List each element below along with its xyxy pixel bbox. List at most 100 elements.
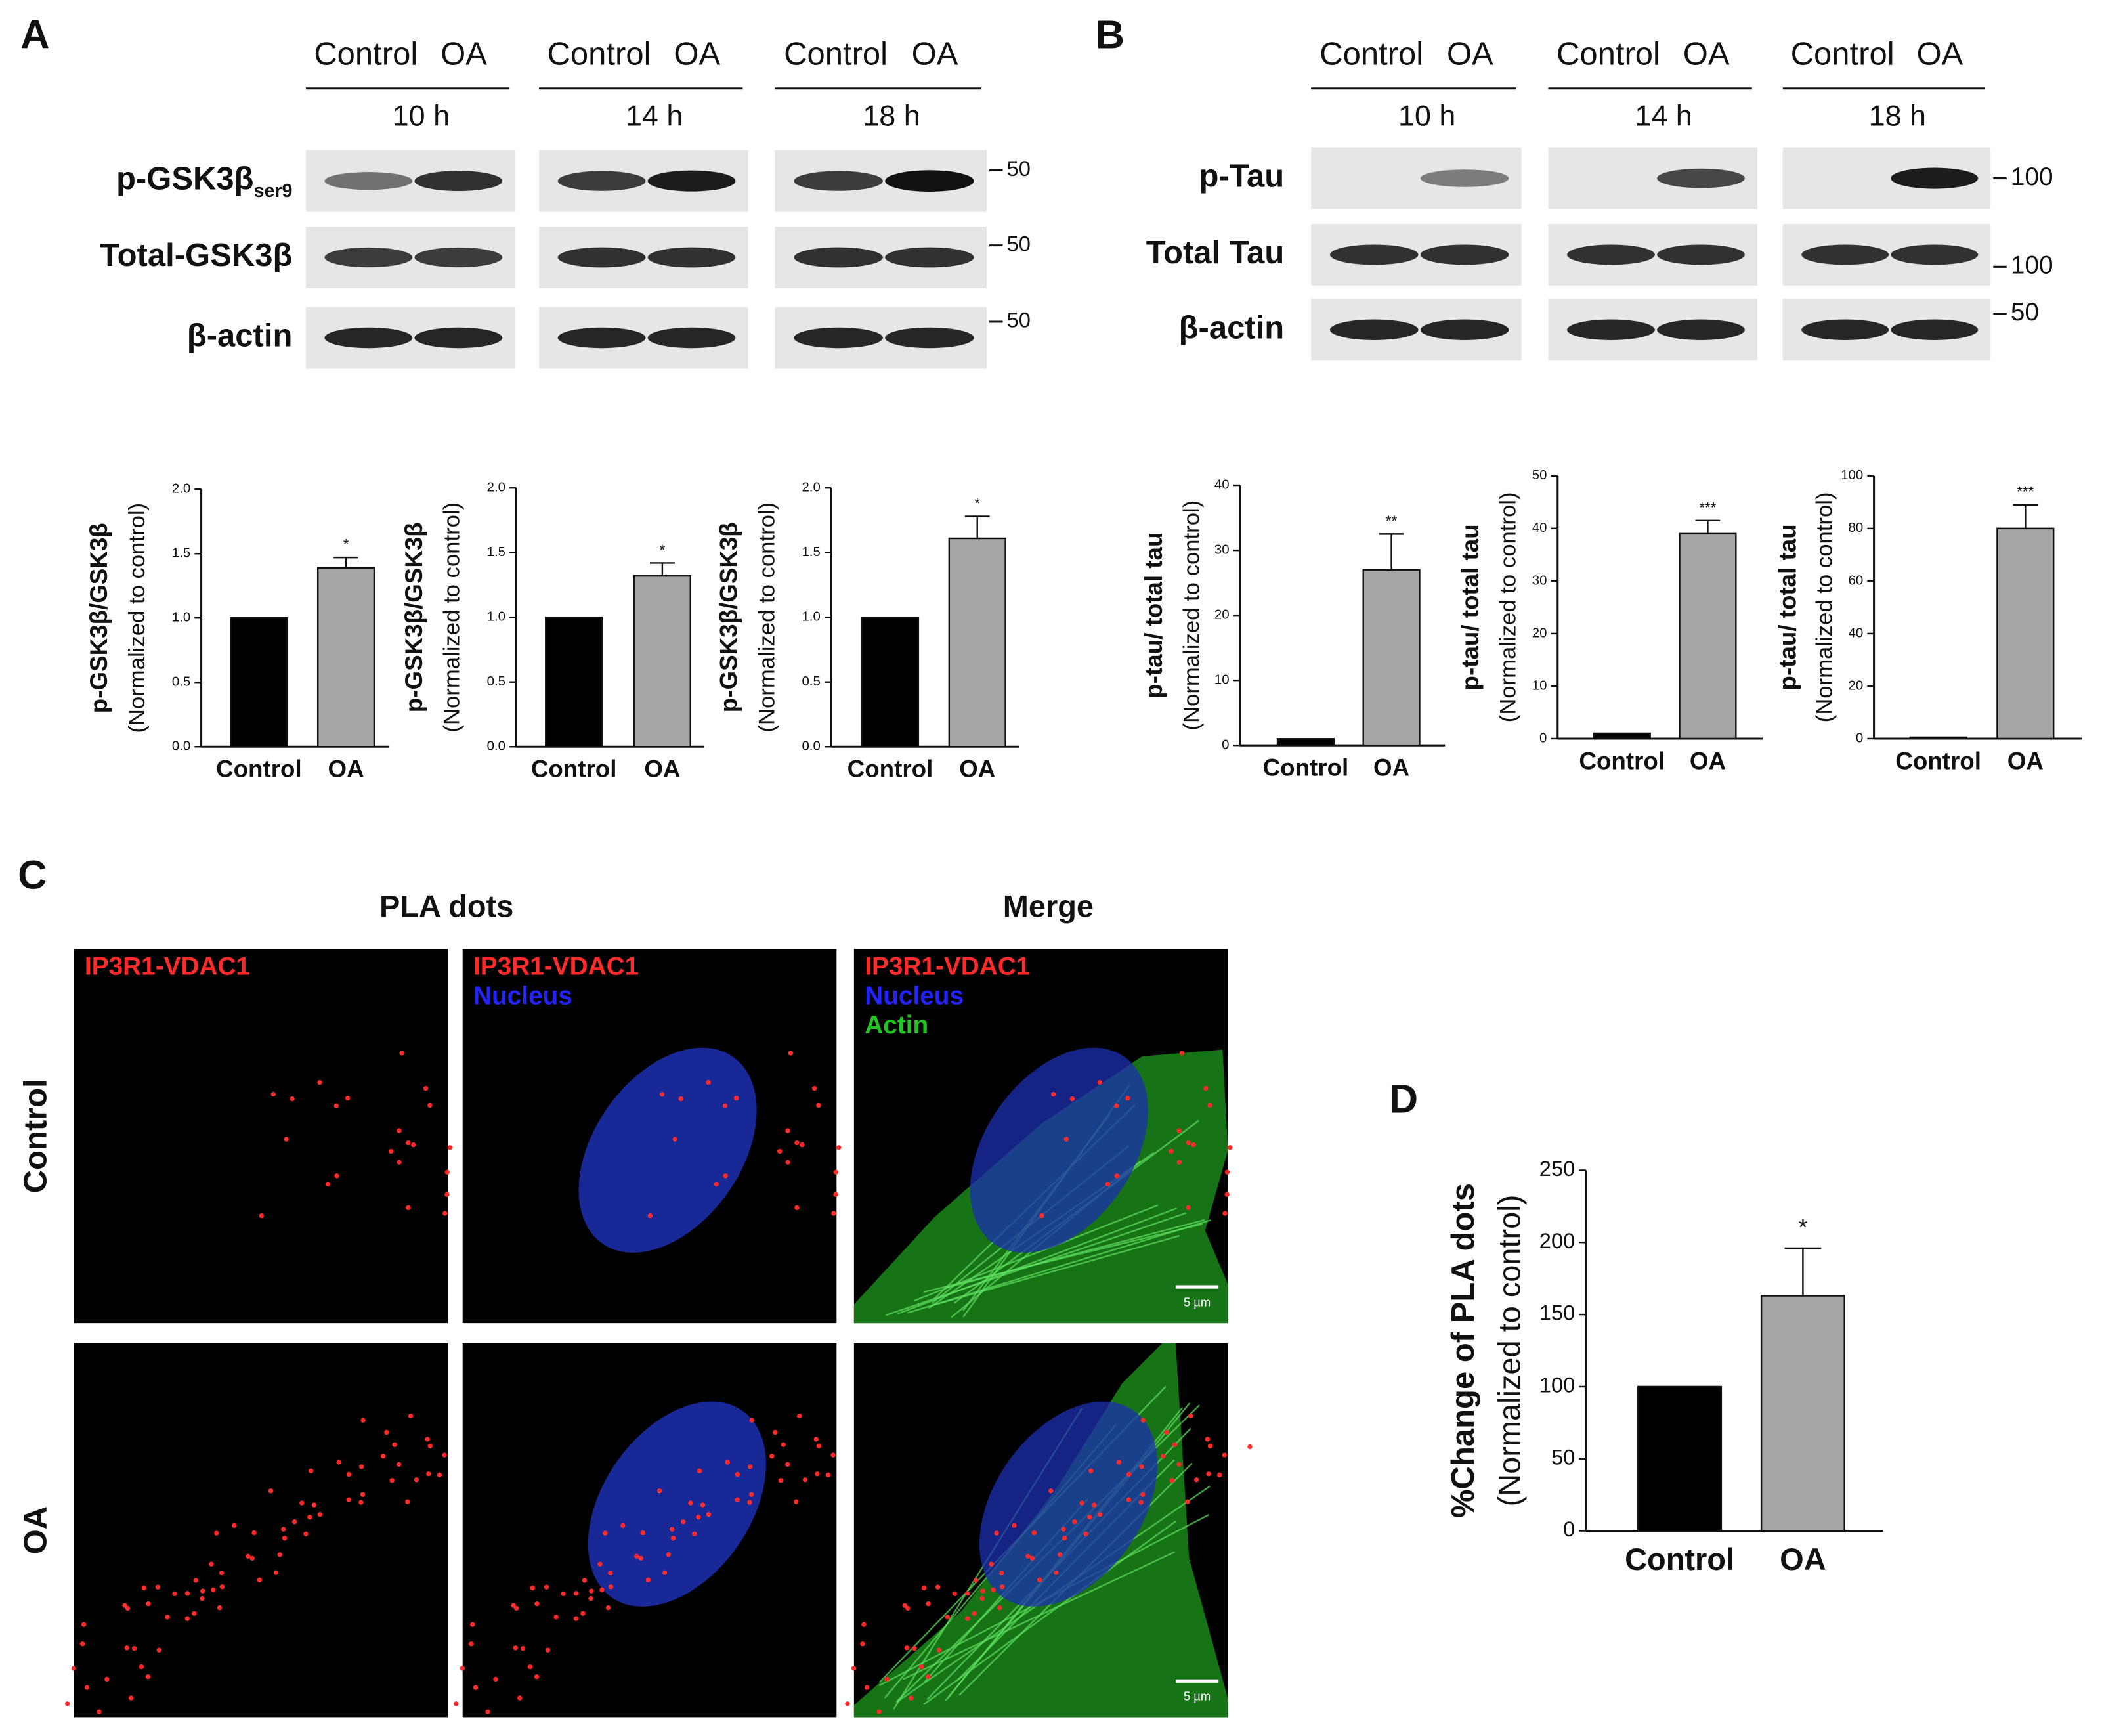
lane-label: Control — [1791, 37, 1895, 72]
pla-dot — [284, 1137, 289, 1142]
lane-label: Control — [547, 37, 651, 72]
pla-dot — [1105, 1181, 1111, 1187]
pla-dot — [620, 1523, 626, 1529]
pla-dot — [427, 1443, 433, 1449]
x-tick-label: OA — [1373, 754, 1409, 781]
y-axis-sublabel: (Normalized to control) — [754, 502, 779, 733]
pla-dot — [1050, 1091, 1056, 1097]
pla-dot — [700, 1502, 706, 1508]
pla-dot — [273, 1570, 279, 1575]
pla-dot — [965, 1591, 970, 1596]
pla-dot — [706, 1512, 712, 1517]
pla-dot — [389, 1478, 395, 1483]
y-tick-label: 100 — [1539, 1373, 1576, 1397]
pla-dot — [1088, 1468, 1094, 1473]
pla-dot — [1061, 1527, 1066, 1532]
pla-dot — [1222, 1211, 1228, 1216]
blot-band — [794, 171, 883, 191]
pla-dot — [884, 1676, 890, 1682]
pla-dot — [308, 1468, 314, 1473]
bar — [316, 567, 375, 748]
pla-dot — [1207, 1443, 1213, 1449]
pla-dot — [1092, 1502, 1097, 1508]
pla-dot — [1139, 1464, 1144, 1469]
x-tick-label: Control — [1625, 1542, 1734, 1576]
pla-dot — [781, 1442, 786, 1447]
pla-dot — [470, 1622, 475, 1627]
lane-label: Control — [1319, 37, 1423, 72]
pla-dot — [902, 1603, 908, 1608]
pla-dot — [706, 1079, 711, 1085]
error-bar — [2013, 504, 2038, 529]
pla-dot — [666, 1552, 672, 1557]
pla-dot — [735, 1497, 740, 1502]
pla-dot — [645, 1577, 651, 1583]
row-label-main: p-GSK3β — [116, 162, 254, 197]
pla-dot — [165, 1615, 170, 1620]
pla-dot — [1169, 1478, 1175, 1483]
pla-dot — [1185, 1499, 1190, 1504]
pla-dot — [972, 1611, 977, 1616]
pla-dot — [128, 1695, 134, 1701]
pla-dot — [816, 1443, 822, 1449]
y-axis-label: p-tau/ total tau — [1140, 532, 1167, 699]
y-tick-label: 40 — [1214, 477, 1230, 492]
blot-band — [1567, 319, 1655, 340]
pla-dot — [800, 1142, 805, 1148]
nucleus — [970, 1047, 1148, 1253]
error-bar — [1784, 1247, 1822, 1296]
pla-dot — [935, 1584, 941, 1590]
pla-dot — [788, 1051, 793, 1056]
significance: * — [1798, 1214, 1807, 1241]
pla-dot — [156, 1647, 162, 1653]
pla-dot — [1222, 1452, 1227, 1458]
pla-dot — [325, 1181, 330, 1187]
blot-band — [557, 327, 646, 349]
pla-dot — [1207, 1102, 1212, 1108]
error-bar — [1695, 519, 1721, 534]
blot-band — [885, 170, 974, 192]
pla-dot — [1079, 1500, 1084, 1506]
pla-dot — [926, 1674, 931, 1680]
y-axis-label: p-tau/ total tau — [1774, 524, 1801, 690]
mw-label: 100 — [2011, 163, 2053, 191]
pla-dot — [425, 1437, 430, 1442]
row-label: β-actin — [187, 318, 293, 353]
y-tick-label: 200 — [1539, 1228, 1576, 1253]
blot-band — [557, 247, 646, 268]
pla-dot — [860, 1641, 865, 1647]
pla-dot — [833, 1192, 838, 1197]
pla-dot — [785, 1128, 790, 1133]
pla-dot — [773, 1429, 778, 1435]
mw-label: 50 — [1007, 308, 1031, 332]
pla-dot — [381, 1454, 386, 1459]
pla-dot — [259, 1213, 265, 1219]
pla-dot — [217, 1605, 223, 1611]
pla-dot — [447, 1145, 453, 1150]
y-axis-label: p-GSK3β/GSK3β — [400, 522, 427, 712]
y-tick-label: 40 — [1849, 626, 1864, 640]
pla-dot — [1247, 1444, 1253, 1450]
blot-band — [557, 171, 646, 191]
x-tick-label: Control — [1579, 747, 1665, 774]
pla-dot — [1164, 1429, 1169, 1435]
y-axis-label: p-GSK3β/GSK3β — [716, 522, 742, 712]
y-tick-label: 10 — [1214, 673, 1230, 687]
pla-dot — [836, 1145, 842, 1150]
scale-bar-label: 5 µm — [1184, 1295, 1211, 1309]
x-tick-label: Control — [1263, 754, 1349, 781]
pla-dot — [580, 1611, 586, 1616]
y-tick-label: 60 — [1849, 573, 1864, 588]
nucleus — [979, 1401, 1158, 1607]
pla-dot — [1176, 1160, 1182, 1165]
micrograph-bg — [74, 1343, 448, 1718]
pla-dot — [184, 1591, 190, 1596]
blot-band — [1329, 319, 1419, 340]
y-tick-label: 2.0 — [172, 482, 190, 496]
blot-band — [324, 327, 413, 349]
pla-dot — [80, 1641, 85, 1647]
pla-dot — [544, 1584, 549, 1590]
pla-dot — [282, 1536, 288, 1541]
pla-dot — [396, 1462, 402, 1467]
pla-dot — [414, 1477, 419, 1483]
